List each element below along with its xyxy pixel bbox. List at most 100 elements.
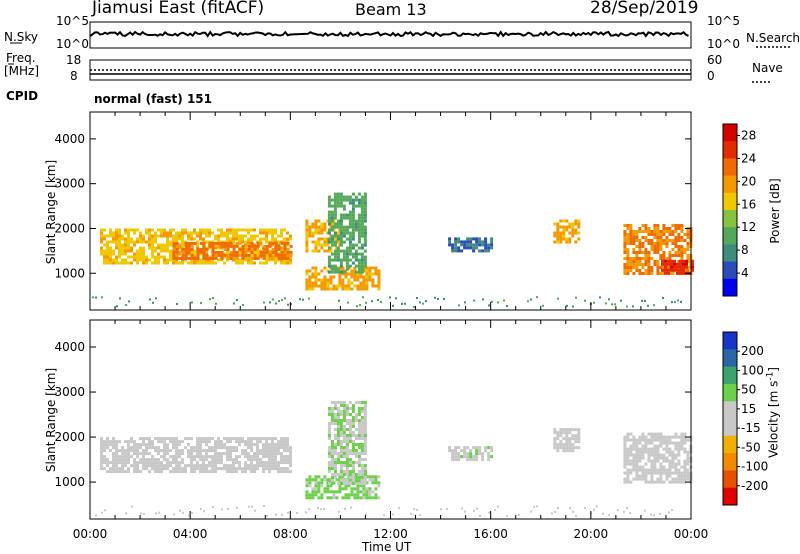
- echo-cell: [360, 401, 364, 404]
- echo-cell: [665, 435, 669, 439]
- echo-cell: [357, 201, 361, 205]
- echo-cell: [348, 428, 352, 431]
- echo-cell: [265, 244, 269, 248]
- echo-cell: [223, 244, 227, 248]
- echo-cell: [124, 228, 127, 232]
- scatter-cell: [299, 298, 301, 301]
- echo-cell: [336, 455, 340, 458]
- echo-cell: [262, 244, 266, 248]
- echo-cell: [100, 234, 103, 238]
- echo-cell: [686, 450, 690, 454]
- echo-cell: [121, 234, 124, 238]
- echo-cell: [268, 446, 271, 450]
- echo-cell: [136, 237, 139, 241]
- echo-cell: [632, 272, 636, 275]
- echo-cell: [326, 487, 330, 491]
- echo-cell: [623, 239, 627, 242]
- echo-cell: [363, 401, 367, 404]
- echo-cell: [629, 227, 633, 230]
- echo-cell: [333, 231, 337, 235]
- echo-cell: [659, 248, 663, 251]
- echo-cell: [647, 257, 651, 260]
- echo-cell: [314, 266, 318, 270]
- echo-cell: [100, 440, 103, 444]
- echo-cell: [357, 437, 361, 440]
- echo-cell: [339, 467, 343, 470]
- echo-cell: [327, 240, 331, 244]
- colorbar-tick-label: 28: [741, 128, 756, 142]
- echo-cell: [190, 256, 194, 260]
- echo-cell: [265, 437, 268, 441]
- echo-cell: [360, 482, 364, 485]
- echo-cell: [339, 195, 343, 199]
- echo-cell: [368, 490, 372, 494]
- echo-cell: [647, 227, 651, 230]
- echo-cell: [680, 239, 684, 242]
- echo-cell: [121, 467, 124, 471]
- echo-cell: [635, 456, 639, 460]
- echo-cell: [662, 257, 666, 260]
- echo-cell: [336, 425, 340, 428]
- echo-cell: [208, 244, 212, 248]
- echo-cell: [327, 470, 331, 473]
- echo-cell: [360, 443, 364, 446]
- echo-cell: [175, 261, 178, 265]
- echo-cell: [193, 455, 196, 459]
- echo-cell: [330, 204, 334, 208]
- echo-cell: [115, 255, 118, 259]
- echo-cell: [163, 437, 166, 441]
- echo-cell: [650, 245, 654, 248]
- echo-cell: [360, 446, 364, 449]
- echo-cell: [283, 440, 286, 444]
- echo-cell: [166, 243, 169, 247]
- echo-cell: [148, 237, 151, 241]
- echo-cell: [271, 231, 274, 235]
- scatter-cell: [338, 299, 340, 302]
- echo-cell: [223, 255, 226, 259]
- echo-cell: [363, 422, 367, 425]
- echo-cell: [565, 228, 569, 232]
- colorbar-segment: [723, 158, 737, 177]
- scatter-cell: [575, 296, 577, 299]
- echo-cell: [148, 452, 151, 456]
- echo-cell: [208, 231, 211, 235]
- echo-cell: [335, 287, 339, 291]
- echo-cell: [330, 455, 334, 458]
- echo-cell: [274, 455, 277, 459]
- echo-cell: [199, 467, 202, 471]
- echo-cell: [632, 459, 636, 463]
- echo-cell: [363, 204, 367, 208]
- scatter-cell: [143, 512, 145, 515]
- echo-cell: [256, 467, 259, 471]
- echo-cell: [169, 234, 172, 238]
- echo-cell: [286, 458, 289, 462]
- echo-cell: [214, 458, 217, 462]
- echo-cell: [357, 270, 361, 274]
- echo-cell: [160, 255, 163, 259]
- echo-cell: [205, 452, 208, 456]
- echo-cell: [333, 473, 337, 476]
- echo-cell: [357, 267, 361, 271]
- echo-cell: [271, 458, 274, 462]
- echo-cell: [283, 467, 286, 471]
- echo-cell: [327, 434, 331, 437]
- echo-cell: [353, 284, 357, 288]
- echo-cell: [333, 249, 337, 253]
- echo-cell: [286, 443, 289, 447]
- echo-cell: [286, 256, 290, 260]
- echo-cell: [280, 437, 283, 441]
- echo-cell: [577, 431, 581, 435]
- echo-cell: [229, 231, 232, 235]
- echo-cell: [320, 281, 324, 285]
- echo-cell: [339, 479, 343, 482]
- echo-cell: [686, 453, 690, 457]
- echo-cell: [677, 471, 681, 475]
- echo-cell: [229, 237, 232, 241]
- scatter-cell: [350, 506, 352, 509]
- echo-cell: [127, 246, 130, 250]
- echo-cell: [268, 231, 271, 235]
- echo-cell: [271, 455, 274, 459]
- echo-cell: [668, 227, 672, 230]
- echo-cell: [127, 461, 130, 465]
